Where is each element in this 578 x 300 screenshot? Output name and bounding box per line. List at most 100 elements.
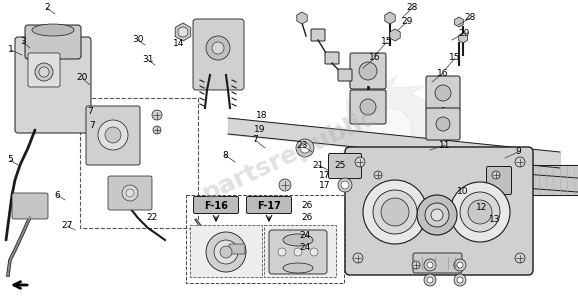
Circle shape [206, 232, 246, 272]
Text: 9: 9 [515, 148, 521, 157]
Text: 28: 28 [406, 4, 418, 13]
Circle shape [178, 27, 188, 37]
Text: 21: 21 [312, 160, 324, 169]
Text: 5: 5 [7, 155, 13, 164]
FancyBboxPatch shape [487, 167, 512, 194]
Text: 26: 26 [301, 214, 313, 223]
Circle shape [515, 157, 525, 167]
FancyBboxPatch shape [194, 196, 239, 214]
Circle shape [412, 261, 420, 269]
Circle shape [450, 182, 510, 242]
Text: 30: 30 [132, 35, 144, 44]
Circle shape [492, 171, 500, 179]
Text: 7: 7 [252, 136, 258, 145]
FancyBboxPatch shape [12, 193, 48, 219]
FancyBboxPatch shape [193, 19, 244, 90]
Circle shape [279, 179, 291, 191]
Text: 14: 14 [173, 40, 185, 49]
Text: 1: 1 [8, 46, 14, 55]
Circle shape [425, 203, 449, 227]
Circle shape [515, 253, 525, 263]
Circle shape [152, 110, 162, 120]
Circle shape [310, 248, 318, 256]
FancyBboxPatch shape [246, 196, 291, 214]
Circle shape [436, 117, 450, 131]
Circle shape [126, 189, 134, 197]
Text: 29: 29 [401, 17, 413, 26]
Text: 25: 25 [334, 160, 346, 169]
Ellipse shape [283, 234, 313, 246]
Circle shape [338, 178, 352, 192]
Text: 6: 6 [54, 190, 60, 200]
Circle shape [300, 143, 310, 153]
Text: 23: 23 [297, 140, 307, 149]
Bar [186, 195, 344, 283]
Bar [264, 225, 336, 277]
Text: 18: 18 [256, 110, 268, 119]
Text: 16: 16 [437, 68, 449, 77]
Circle shape [35, 63, 53, 81]
FancyBboxPatch shape [86, 106, 140, 165]
Polygon shape [175, 23, 191, 41]
Circle shape [417, 195, 457, 235]
Text: 15: 15 [381, 38, 392, 46]
FancyBboxPatch shape [345, 147, 533, 275]
Polygon shape [385, 12, 395, 24]
Circle shape [460, 192, 500, 232]
Circle shape [431, 209, 443, 221]
FancyBboxPatch shape [108, 176, 152, 210]
Polygon shape [459, 33, 468, 43]
FancyBboxPatch shape [311, 29, 325, 41]
Text: 22: 22 [146, 214, 158, 223]
Circle shape [427, 262, 433, 268]
Circle shape [454, 274, 466, 286]
Circle shape [368, 108, 412, 152]
Text: F-17: F-17 [257, 201, 281, 211]
Circle shape [454, 259, 466, 271]
Text: 24: 24 [299, 244, 310, 253]
Circle shape [360, 99, 376, 115]
Bar [190, 225, 262, 277]
Ellipse shape [32, 24, 74, 36]
Circle shape [278, 248, 286, 256]
Circle shape [454, 261, 462, 269]
Circle shape [424, 274, 436, 286]
Circle shape [374, 171, 382, 179]
Text: 31: 31 [142, 56, 154, 64]
FancyBboxPatch shape [15, 37, 91, 133]
FancyBboxPatch shape [413, 253, 462, 273]
Text: 8: 8 [222, 151, 228, 160]
Circle shape [373, 190, 417, 234]
Circle shape [457, 262, 463, 268]
Circle shape [39, 67, 49, 77]
Text: 27: 27 [61, 221, 73, 230]
Text: 3: 3 [20, 38, 26, 46]
Circle shape [353, 253, 363, 263]
Circle shape [220, 246, 232, 258]
Circle shape [153, 126, 161, 134]
Text: 28: 28 [464, 14, 476, 22]
Circle shape [206, 36, 230, 60]
Circle shape [214, 240, 238, 264]
Text: partsrepublic: partsrepublic [199, 104, 381, 206]
Text: 17: 17 [319, 170, 331, 179]
FancyBboxPatch shape [350, 90, 386, 124]
Circle shape [363, 180, 427, 244]
Text: 29: 29 [458, 28, 470, 38]
FancyBboxPatch shape [328, 154, 361, 178]
Circle shape [427, 277, 433, 283]
Text: 7: 7 [87, 107, 93, 116]
Circle shape [296, 139, 314, 157]
FancyBboxPatch shape [338, 69, 352, 81]
Circle shape [424, 259, 436, 271]
Text: 26: 26 [301, 200, 313, 209]
FancyBboxPatch shape [426, 76, 460, 110]
Circle shape [341, 181, 349, 189]
FancyBboxPatch shape [25, 25, 81, 59]
Text: 15: 15 [449, 53, 461, 62]
Text: 20: 20 [76, 74, 88, 82]
Circle shape [435, 85, 451, 101]
FancyBboxPatch shape [28, 53, 60, 87]
Circle shape [457, 277, 463, 283]
Polygon shape [335, 76, 444, 184]
